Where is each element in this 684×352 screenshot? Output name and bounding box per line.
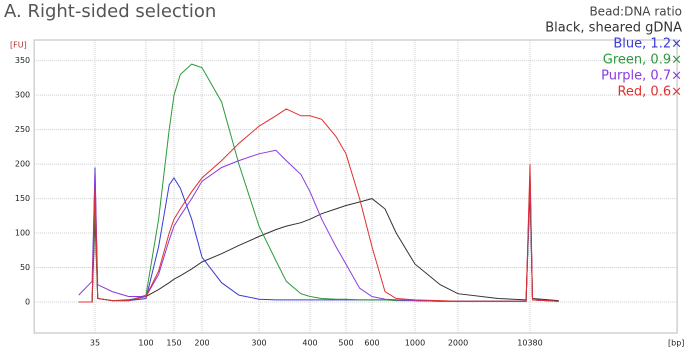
- x-tick-label: 2000: [448, 339, 468, 348]
- x-tick-label: 200: [194, 339, 209, 348]
- y-tick-label: 150: [15, 194, 30, 203]
- series-line: [78, 108, 559, 303]
- legend-entry: Blue, 1.2×: [613, 37, 682, 52]
- series-line: [78, 191, 559, 303]
- legend-entry: Black, sheared gDNA: [545, 21, 682, 36]
- x-tick-label: 1000: [405, 339, 425, 348]
- y-tick-label: 100: [15, 229, 30, 238]
- plot-area: [33, 39, 678, 334]
- legend-entry: Red, 0.6×: [617, 85, 682, 100]
- y-tick-label: 300: [15, 91, 30, 100]
- x-tick-label: 35: [90, 339, 100, 348]
- chart-title: A. Right-sided selection: [4, 1, 216, 22]
- y-axis-label: [FU]: [10, 41, 27, 50]
- x-tick-label: 600: [364, 339, 379, 348]
- x-tick-label: 150: [166, 339, 181, 348]
- legend-title: Bead:DNA ratio: [589, 5, 682, 19]
- legend-entry: Purple, 0.7×: [601, 69, 682, 84]
- x-tick-label: 300: [251, 339, 266, 348]
- y-tick-label: 350: [15, 56, 30, 65]
- x-tick-label: 400: [302, 339, 317, 348]
- series-line: [78, 63, 559, 303]
- x-tick-label: 10380: [517, 339, 542, 348]
- y-tick-label: 0: [25, 297, 30, 306]
- x-tick-label: 100: [138, 339, 153, 348]
- series-line: [78, 167, 559, 303]
- y-tick-label: 200: [15, 160, 30, 169]
- y-tick-label: 250: [15, 125, 30, 134]
- x-tick-label: 500: [338, 339, 353, 348]
- y-tick-label: 50: [20, 263, 30, 272]
- x-axis-label: [bp]: [668, 339, 684, 348]
- legend-entry: Green, 0.9×: [603, 53, 682, 68]
